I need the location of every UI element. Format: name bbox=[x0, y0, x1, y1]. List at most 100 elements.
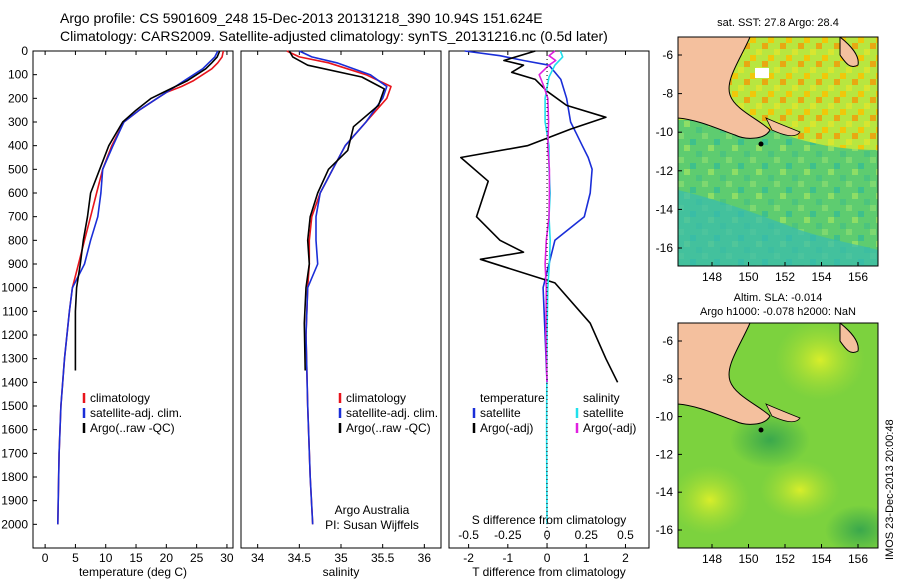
sst-map-y-tick-label: -12 bbox=[656, 164, 674, 178]
y-tick-label: 700 bbox=[8, 210, 28, 224]
sla-map-y-tick-label: -16 bbox=[656, 523, 674, 537]
s-tick-label: 0.5 bbox=[617, 528, 634, 542]
islands-land bbox=[765, 403, 801, 422]
y-tick-label: 1500 bbox=[1, 399, 28, 413]
x-tick-label: 20 bbox=[160, 551, 174, 565]
y-tick-label: 500 bbox=[8, 162, 28, 176]
legend-label: Argo(..raw -QC) bbox=[90, 421, 175, 435]
sst-map-frame bbox=[677, 36, 879, 267]
x-tick-label: 35.5 bbox=[371, 551, 395, 565]
x-tick-label: 0 bbox=[544, 551, 551, 565]
series-line-temperature-satellite bbox=[464, 50, 593, 383]
y-tick-label: 800 bbox=[8, 233, 28, 247]
legend-label: satellite bbox=[583, 406, 624, 420]
legend-label: Argo(..raw -QC) bbox=[346, 421, 431, 435]
x-tick-label: 5 bbox=[72, 551, 79, 565]
sla-map-y-tick-label: -10 bbox=[656, 410, 674, 424]
sst-map-y-tick-label: -16 bbox=[656, 241, 674, 255]
series-line-climatology bbox=[57, 50, 225, 525]
x-tick-label: 1 bbox=[583, 551, 590, 565]
x-tick-label: 2 bbox=[622, 551, 629, 565]
y-tick-label: 1800 bbox=[1, 470, 28, 484]
high-sla-blob bbox=[678, 465, 750, 535]
x-axis-label: T difference from climatology bbox=[472, 565, 626, 579]
x-tick-label: 36 bbox=[418, 551, 432, 565]
legend-title-temperature: temperature bbox=[480, 391, 545, 405]
legend-label: Argo(-adj) bbox=[480, 421, 533, 435]
y-tick-label: 300 bbox=[8, 115, 28, 129]
y-tick-label: 1000 bbox=[1, 281, 28, 295]
sla-map-title-1: Altim. SLA: -0.014 bbox=[733, 292, 823, 304]
high-sla-blob bbox=[760, 460, 840, 520]
sla-map-x-tick-label: 148 bbox=[702, 552, 722, 566]
y-tick-label: 1900 bbox=[1, 494, 28, 508]
x-tick-label: 10 bbox=[99, 551, 113, 565]
header-line-2: Climatology: CARS2009. Satellite-adjuste… bbox=[60, 28, 608, 44]
new-guinea-land bbox=[678, 37, 771, 139]
y-tick-label: 400 bbox=[8, 139, 28, 153]
low-sla-blob bbox=[825, 505, 878, 548]
x-tick-label: 34 bbox=[251, 551, 265, 565]
sla-map-y-tick-label: -8 bbox=[662, 372, 673, 386]
series-line-salinity-argo-adj- bbox=[538, 50, 557, 383]
sla-map-title-2: Argo h1000: -0.078 h2000: NaN bbox=[700, 306, 856, 318]
footer-timestamp: IMOS 23-Dec-2013 20:00:48 bbox=[884, 419, 896, 560]
sla-map-x-tick-label: 154 bbox=[811, 552, 831, 566]
sst-map-x-tick-label: 156 bbox=[848, 270, 868, 284]
sla-map-x-tick-label: 152 bbox=[775, 552, 795, 566]
sst-map-y-tick-label: -14 bbox=[656, 202, 674, 216]
y-tick-label: 1100 bbox=[2, 304, 28, 318]
legend-title-salinity: salinity bbox=[583, 391, 620, 405]
y-tick-label: 0 bbox=[21, 44, 28, 58]
series-line-argo-raw-qc- bbox=[74, 50, 221, 371]
series-line-satellite-adj-clim- bbox=[57, 50, 219, 525]
panel-frame bbox=[448, 50, 650, 549]
panel-frame bbox=[240, 50, 442, 549]
s-tick-label: 0 bbox=[544, 528, 551, 542]
legend-label: satellite bbox=[480, 406, 521, 420]
sst-map-title: sat. SST: 27.8 Argo: 28.4 bbox=[717, 17, 839, 29]
header-line-1: Argo profile: CS 5901609_248 15-Dec-2013… bbox=[60, 10, 543, 26]
sst-map-y-tick-label: -8 bbox=[662, 87, 673, 101]
s-tick-label: -0.5 bbox=[458, 528, 479, 542]
no-data-patch bbox=[755, 68, 769, 78]
series-line-satellite-adj-clim- bbox=[298, 50, 388, 525]
pi-label: PI: Susan Wijffels bbox=[325, 518, 419, 532]
legend-label: Argo(-adj) bbox=[583, 421, 636, 435]
s-axis-label: S difference from climatology bbox=[472, 513, 627, 527]
x-tick-label: 30 bbox=[220, 551, 234, 565]
y-tick-label: 100 bbox=[8, 68, 28, 82]
sst-map bbox=[678, 37, 878, 266]
new-guinea-land bbox=[678, 323, 771, 425]
y-tick-label: 1300 bbox=[1, 352, 28, 366]
sla-map-x-tick-label: 150 bbox=[738, 552, 758, 566]
s-tick-label: -0.25 bbox=[494, 528, 522, 542]
legend-label: satellite-adj. clim. bbox=[90, 406, 182, 420]
series-line-temperature-argo-adj- bbox=[460, 50, 619, 383]
y-tick-label: 1200 bbox=[1, 328, 28, 342]
legend-label: satellite-adj. clim. bbox=[346, 406, 438, 420]
y-tick-label: 600 bbox=[8, 186, 28, 200]
legend-label: climatology bbox=[346, 391, 406, 405]
series-line-argo-raw-qc- bbox=[288, 50, 386, 371]
cool-water-region bbox=[678, 190, 878, 266]
argo-location-marker bbox=[758, 141, 764, 147]
new-ireland-land bbox=[839, 37, 859, 68]
legend-label: climatology bbox=[90, 391, 150, 405]
new-ireland-land bbox=[839, 323, 859, 354]
profile-panel-difference: -2 -1 0 1 2T difference from climatology -0.5… bbox=[448, 50, 650, 579]
y-tick-label: 1400 bbox=[1, 375, 28, 389]
x-tick-label: 25 bbox=[190, 551, 204, 565]
x-tick-label: 15 bbox=[129, 551, 143, 565]
x-tick-label: -1 bbox=[502, 551, 513, 565]
sla-map-x-tick-label: 156 bbox=[848, 552, 868, 566]
profile-panel-temperature: 0 5 10 15 20 25 300100200300400500600700800900… bbox=[1, 44, 234, 579]
high-sla-blob bbox=[775, 323, 865, 400]
series-line-climatology bbox=[286, 50, 392, 525]
sst-map-x-tick-label: 148 bbox=[702, 270, 722, 284]
sla-map-frame bbox=[677, 322, 879, 549]
x-tick-label: 0 bbox=[42, 551, 49, 565]
x-tick-label: -2 bbox=[463, 551, 474, 565]
sla-map-y-tick-label: -14 bbox=[656, 485, 674, 499]
